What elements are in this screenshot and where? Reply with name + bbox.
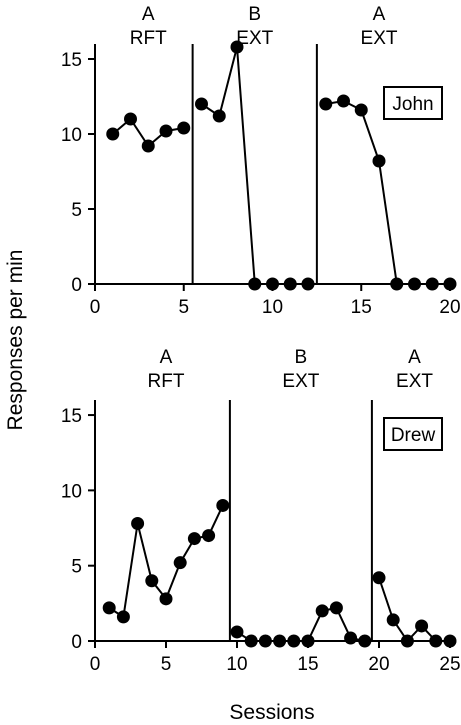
data-point <box>102 601 116 615</box>
y-tick-label: 0 <box>71 632 82 653</box>
phase-label-letter: A <box>408 347 421 368</box>
data-point <box>106 127 120 141</box>
y-tick-label: 15 <box>61 50 82 71</box>
x-tick-label: 5 <box>161 654 172 675</box>
data-point <box>443 634 457 648</box>
phase-label-letter: A <box>373 4 386 25</box>
x-tick-label: 15 <box>297 654 318 675</box>
data-point <box>337 94 350 108</box>
data-point <box>159 124 173 138</box>
panel-drew: 0 5 10 15 0 5 10 15 20 25 A RFT B EXT A EXT Drew <box>61 347 461 675</box>
data-point <box>230 40 244 54</box>
x-tick-label: 25 <box>439 654 460 675</box>
data-point <box>415 619 429 633</box>
x-tick-label: 0 <box>90 654 101 675</box>
data-point <box>386 613 400 627</box>
subject-label-box <box>383 86 443 120</box>
subject-label: John <box>392 94 433 115</box>
phase-label-letter: B <box>295 347 308 368</box>
x-axis-title: Sessions <box>229 701 314 724</box>
data-point <box>301 277 315 291</box>
x-tick-label: 20 <box>439 297 460 318</box>
phase-label-condition: RFT <box>148 371 185 392</box>
x-tick-label: 10 <box>226 654 247 675</box>
data-point <box>159 592 173 606</box>
data-point <box>372 154 386 168</box>
x-tick-label: 20 <box>368 654 389 675</box>
x-tick-label: 0 <box>90 297 101 318</box>
data-point <box>212 109 226 123</box>
phase-label-condition: EXT <box>396 371 433 392</box>
data-point <box>216 498 230 512</box>
data-point <box>408 277 421 291</box>
y-tick-label: 15 <box>61 406 82 427</box>
y-tick-label: 5 <box>71 200 82 221</box>
data-point <box>131 517 145 531</box>
data-point <box>195 97 208 111</box>
data-point <box>258 634 272 648</box>
data-point <box>354 103 368 117</box>
data-point <box>177 121 191 135</box>
y-tick-label: 0 <box>71 275 82 296</box>
data-point <box>301 634 315 648</box>
phase-label-letter: A <box>142 4 155 25</box>
y-tick-label: 10 <box>61 125 82 146</box>
y-tick-label: 10 <box>61 481 82 502</box>
y-axis-title: Responses per min <box>4 250 27 431</box>
data-point <box>425 277 439 291</box>
data-point <box>248 277 262 291</box>
data-point <box>173 556 187 570</box>
data-point <box>358 634 372 648</box>
data-point <box>230 625 244 639</box>
phase-label-condition: EXT <box>282 371 319 392</box>
phase-label-letter: B <box>248 4 261 25</box>
data-point <box>266 277 279 291</box>
series-line-phase-2 <box>200 46 308 285</box>
data-point <box>145 574 159 588</box>
data-point <box>187 532 201 546</box>
data-point <box>315 604 329 618</box>
data-point <box>273 634 287 648</box>
data-point <box>116 610 130 624</box>
data-point <box>443 277 457 291</box>
series-line-phase-3 <box>325 99 450 285</box>
phase-label-condition: RFT <box>130 28 167 49</box>
subject-label-box <box>383 417 443 451</box>
data-point <box>287 634 301 648</box>
data-point <box>329 601 343 615</box>
x-tick-label: 10 <box>262 297 283 318</box>
data-point <box>319 97 333 111</box>
data-point <box>390 277 404 291</box>
data-point <box>244 634 258 648</box>
subject-label: Drew <box>391 425 436 446</box>
series-line-phase-3 <box>378 577 450 643</box>
data-point <box>372 571 386 585</box>
phase-label-condition: EXT <box>236 28 273 49</box>
data-point <box>124 112 137 126</box>
phase-label-condition: EXT <box>361 28 398 49</box>
chart-panels: 0 5 10 15 0 5 10 15 20 A RFT B EXT A EXT John 0 5 10 15 0 5 10… <box>61 4 461 675</box>
data-point <box>283 277 297 291</box>
data-point <box>429 634 443 648</box>
phase-label-letter: A <box>160 347 173 368</box>
data-point <box>202 529 216 543</box>
x-tick-label: 5 <box>178 297 189 318</box>
data-point <box>400 634 414 648</box>
data-point <box>141 139 155 153</box>
series-line-phase-2 <box>236 606 366 642</box>
x-tick-label: 15 <box>351 297 372 318</box>
data-point <box>344 631 358 645</box>
panel-john: 0 5 10 15 0 5 10 15 20 A RFT B EXT A EXT John <box>61 4 461 318</box>
y-tick-label: 5 <box>71 557 82 578</box>
